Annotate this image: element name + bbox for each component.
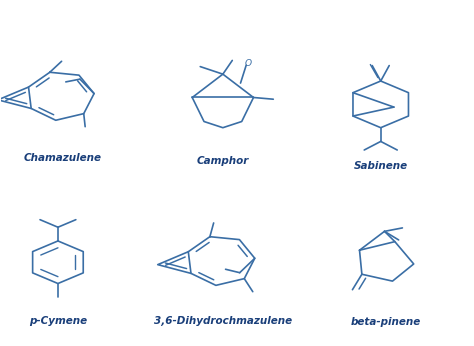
Text: Sabinene: Sabinene [354,161,408,171]
Text: 3,6-Dihydrochmazulene: 3,6-Dihydrochmazulene [154,316,292,326]
Text: Camphor: Camphor [197,156,249,166]
Text: p-Cymene: p-Cymene [29,316,87,326]
Text: beta-pinene: beta-pinene [350,317,420,327]
Text: O: O [245,59,252,68]
Text: Chamazulene: Chamazulene [24,153,101,163]
